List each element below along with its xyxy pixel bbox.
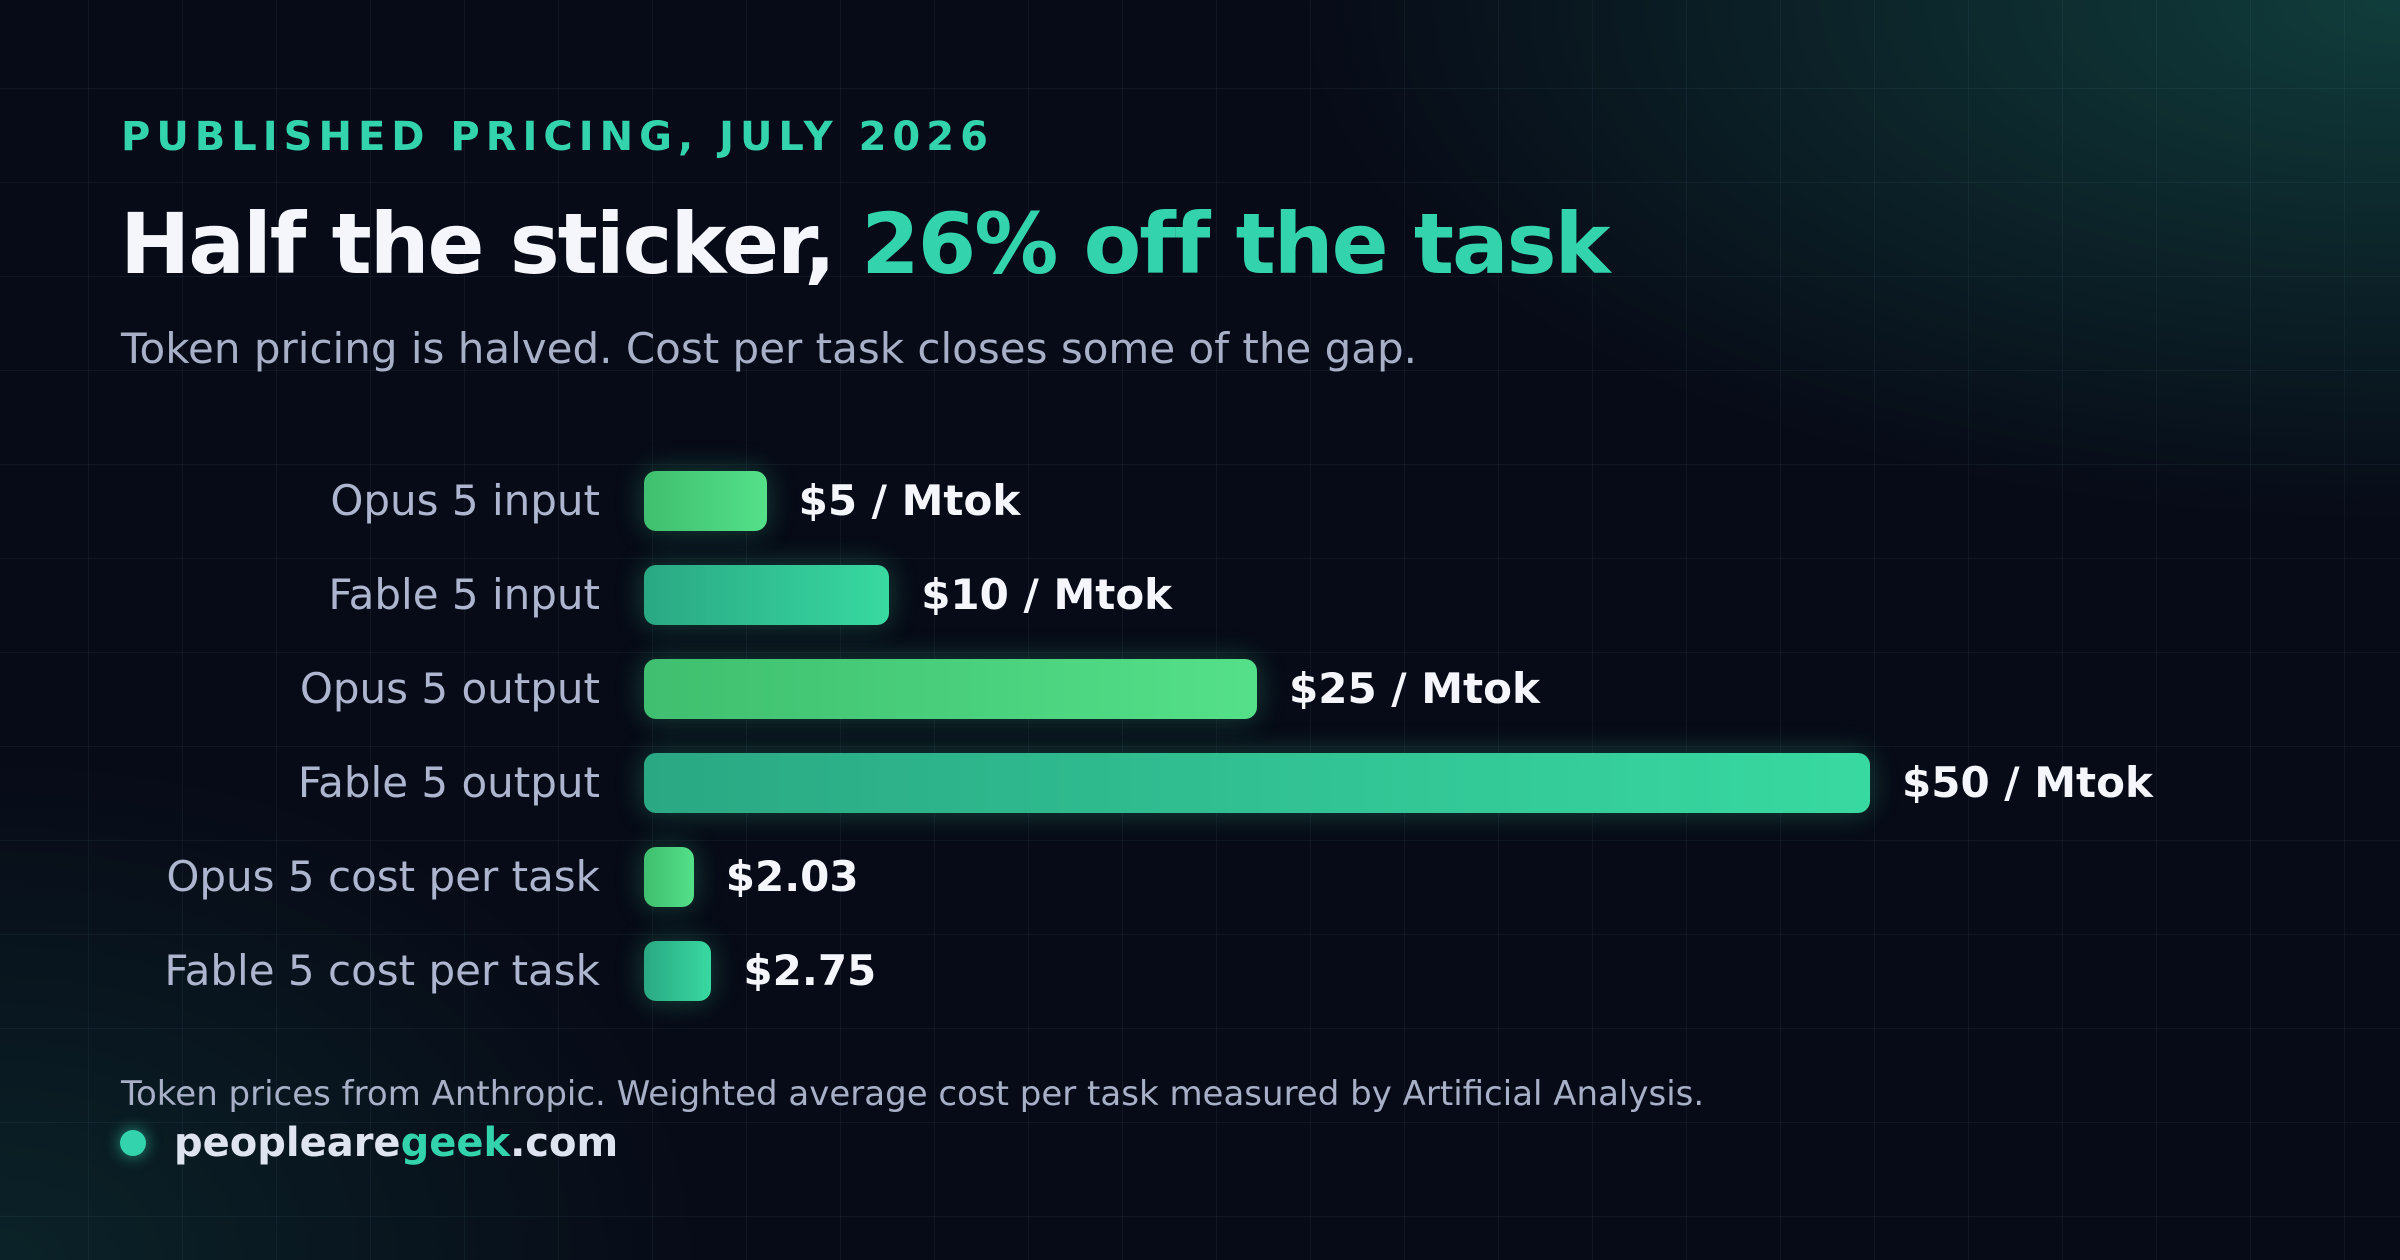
value-label: $5 / Mtok [798, 476, 1021, 525]
category-label: Opus 5 input [330, 476, 600, 525]
brand-suffix: .com [510, 1120, 619, 1166]
value-label: $10 / Mtok [921, 570, 1173, 619]
bar [644, 847, 694, 907]
bar [644, 565, 890, 625]
value-label: $2.03 [725, 852, 859, 901]
title-main: Half the sticker, [120, 195, 862, 293]
bar-row: Fable 5 input $10 / Mtok [0, 565, 2400, 625]
brand-link[interactable]: peoplearegeek.com [174, 1120, 618, 1166]
footnote: Token prices from Anthropic. Weighted av… [121, 1074, 1705, 1114]
category-label: Opus 5 cost per task [166, 852, 600, 901]
brand: peoplearegeek.com [120, 1118, 618, 1168]
brand-prefix: peopleare [174, 1120, 401, 1166]
bar [644, 753, 1870, 813]
value-label: $25 / Mtok [1289, 664, 1540, 713]
category-label: Fable 5 cost per task [164, 946, 600, 995]
chart-subtitle: Token pricing is halved. Cost per task c… [121, 324, 1418, 373]
bar-row: Fable 5 cost per task $2.75 [0, 941, 2400, 1001]
category-label: Fable 5 input [328, 570, 600, 619]
category-label: Opus 5 output [299, 664, 600, 713]
bar-row: Opus 5 input $5 / Mtok [0, 471, 2400, 531]
chart-title: Half the sticker, 26% off the task [120, 195, 1611, 293]
brand-accent: geek [400, 1120, 511, 1166]
brand-dot-icon [120, 1130, 146, 1156]
value-label: $2.75 [743, 946, 877, 995]
bar-row: Opus 5 output $25 / Mtok [0, 659, 2400, 719]
bar [644, 941, 712, 1001]
bar-row: Fable 5 output $50 / Mtok [0, 753, 2400, 813]
bar [644, 659, 1257, 719]
title-accent: 26% off the task [861, 195, 1610, 293]
bar [644, 471, 767, 531]
kicker: PUBLISHED PRICING, JULY 2026 [121, 114, 994, 160]
bar-row: Opus 5 cost per task $2.03 [0, 847, 2400, 907]
value-label: $50 / Mtok [1902, 758, 2153, 807]
category-label: Fable 5 output [297, 758, 600, 807]
